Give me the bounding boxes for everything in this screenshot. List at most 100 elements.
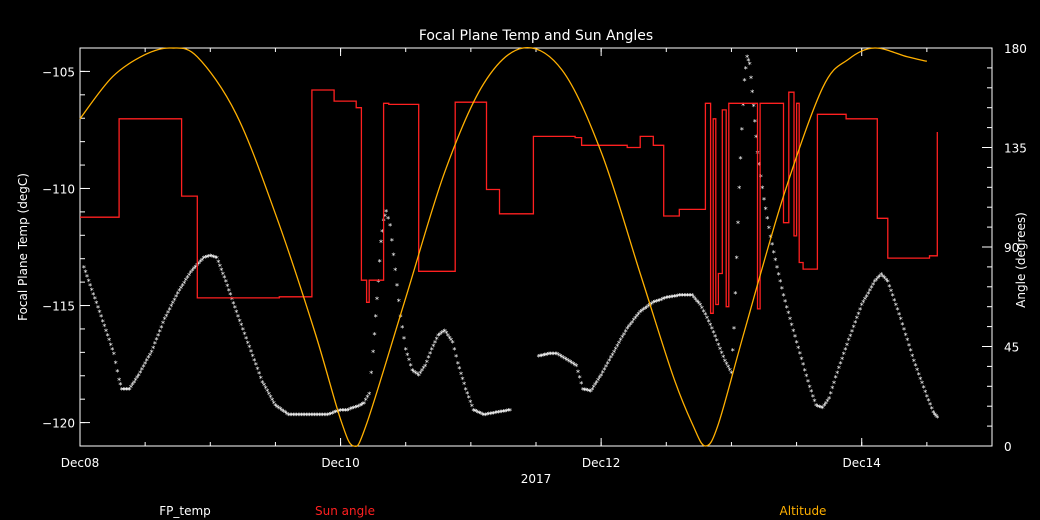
fp-temp-point: * — [666, 294, 670, 303]
fp-temp-point: * — [760, 184, 764, 193]
fp-temp-point: * — [449, 337, 453, 346]
legend-item-sun-angle: Sun angle — [315, 504, 375, 518]
fp-temp-point: * — [283, 409, 287, 418]
fp-temp-point: * — [316, 412, 320, 421]
fp-temp-point: * — [112, 351, 116, 360]
fp-temp-point: * — [224, 278, 228, 287]
fp-temp-point: * — [435, 335, 439, 344]
fp-temp-point: * — [806, 378, 810, 387]
fp-temp-point: * — [340, 407, 344, 416]
fp-temp-point: * — [337, 407, 341, 416]
fp-temp-point: * — [495, 409, 499, 418]
fp-temp-point: * — [321, 412, 325, 421]
fp-temp-point: * — [726, 364, 730, 373]
fp-temp-point: * — [791, 327, 795, 336]
fp-temp-point: * — [88, 282, 92, 291]
fp-temp-point: * — [143, 360, 147, 369]
fp-temp-point: * — [900, 321, 904, 330]
fp-temp-point: * — [256, 366, 260, 375]
fp-temp-point: * — [869, 284, 873, 293]
fp-temp-point: * — [775, 264, 779, 273]
fp-temp-point: * — [202, 255, 206, 264]
fp-temp-point: * — [298, 412, 302, 421]
fp-temp-point: * — [565, 357, 569, 366]
fp-temp-point: * — [247, 344, 251, 353]
fp-temp-point: * — [690, 292, 694, 301]
fp-temp-point: * — [91, 291, 95, 300]
fp-temp-point: * — [405, 351, 409, 360]
fp-temp-point: * — [917, 371, 921, 380]
fp-temp-point: * — [624, 328, 628, 337]
fp-temp-point: * — [884, 276, 888, 285]
fp-temp-point: * — [702, 308, 706, 317]
fp-temp-point: * — [422, 365, 426, 374]
fp-temp-point: * — [746, 57, 750, 66]
fp-temp-point: * — [477, 410, 481, 419]
fp-temp-point: * — [251, 352, 255, 361]
fp-temp-point: * — [612, 348, 616, 357]
fp-temp-point: * — [148, 351, 152, 360]
fp-temp-point: * — [928, 401, 932, 410]
fp-temp-point: * — [309, 412, 313, 421]
fp-temp-point: * — [378, 258, 382, 267]
fp-temp-point: * — [668, 294, 672, 303]
fp-temp-point: * — [713, 333, 717, 342]
fp-temp-point: * — [856, 310, 860, 319]
fp-temp-point: * — [656, 297, 660, 306]
x-tick-label-2: Dec12 — [582, 456, 621, 470]
fp-temp-point: * — [723, 358, 727, 367]
fp-temp-point: * — [886, 278, 890, 287]
fp-temp-point: * — [693, 296, 697, 305]
fp-temp-point: * — [156, 332, 160, 341]
fp-temp-point: * — [480, 411, 484, 420]
fp-temp-point: * — [834, 374, 838, 383]
fp-temp-point: * — [540, 352, 544, 361]
fp-temp-point: * — [697, 300, 701, 309]
fp-temp-point: * — [840, 355, 844, 364]
chart-title: Focal Plane Temp and Sun Angles — [419, 28, 653, 44]
fp-temp-point: * — [679, 292, 683, 301]
fp-temp-point: * — [809, 388, 813, 397]
fp-temp-point: * — [124, 386, 128, 395]
fp-temp-point: * — [272, 399, 276, 408]
fp-temp-point: * — [319, 412, 323, 421]
fp-temp-point: * — [790, 321, 794, 330]
fp-temp-point: * — [573, 361, 577, 370]
fp-temp-point: * — [249, 348, 253, 357]
fp-temp-point: * — [487, 411, 491, 420]
fp-temp-point: * — [558, 353, 562, 362]
fp-temp-point: * — [115, 368, 119, 377]
fp-temp-point: * — [456, 360, 460, 369]
fp-temp-point: * — [355, 403, 359, 412]
fp-temp-point: * — [98, 309, 102, 318]
fp-temp-point: * — [493, 410, 497, 419]
fp-temp-point: * — [651, 299, 655, 308]
fp-temp-point: * — [707, 318, 711, 327]
fp-temp-point: * — [750, 88, 754, 97]
fp-temp-point: * — [216, 259, 220, 268]
fp-temp-point: * — [847, 337, 851, 346]
fp-temp-point: * — [822, 402, 826, 411]
fp-temp-point: * — [503, 408, 507, 417]
fp-temp-point: * — [140, 366, 144, 375]
fp-temp-point: * — [238, 317, 242, 326]
fp-temp-point: * — [740, 126, 744, 135]
fp-temp-point: * — [753, 118, 757, 127]
y-right-tick-label-0: 0 — [1004, 440, 1012, 454]
fp-temp-point: * — [878, 273, 882, 282]
fp-temp-point: * — [293, 412, 297, 421]
fp-temp-point: * — [107, 337, 111, 346]
fp-temp-point: * — [203, 254, 207, 263]
fp-temp-point: * — [780, 285, 784, 294]
fp-temp-point: * — [335, 408, 339, 417]
fp-temp-point: * — [764, 206, 768, 215]
fp-temp-point: * — [645, 304, 649, 313]
fp-temp-point: * — [444, 330, 448, 339]
fp-temp-point: * — [164, 312, 168, 321]
fp-temp-point: * — [661, 296, 665, 305]
fp-temp-point: * — [176, 290, 180, 299]
fp-temp-point: * — [436, 332, 440, 341]
fp-temp-point: * — [601, 369, 605, 378]
fp-temp-point: * — [374, 313, 378, 322]
fp-temp-point: * — [773, 256, 777, 265]
